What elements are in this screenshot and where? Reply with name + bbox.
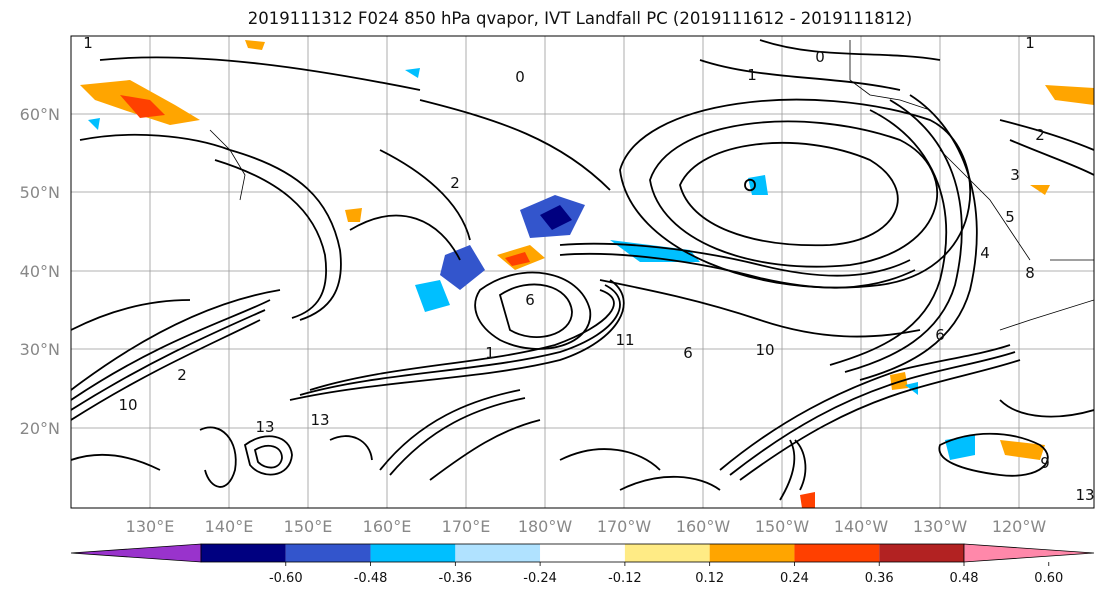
colorbar-tick-label: -0.24	[523, 571, 557, 586]
map-content	[71, 36, 1094, 508]
contour-label: 10	[755, 341, 774, 359]
map-background	[71, 36, 1094, 508]
contour-label: 2	[177, 366, 187, 384]
contour-label: 2	[450, 174, 460, 192]
contour-lines	[71, 39, 1094, 501]
colorbar-segment	[794, 544, 880, 562]
contour-label: 8	[1025, 264, 1035, 282]
colorbar-segment	[540, 544, 625, 562]
contour-label: 13	[255, 418, 274, 436]
contour-label: 0	[515, 68, 525, 86]
longitude-label: 130°W	[913, 517, 968, 536]
longitude-label: 130°E	[126, 517, 175, 536]
latitude-label: 50°N	[20, 183, 60, 202]
longitude-label: 140°E	[205, 517, 254, 536]
latitude-label: 20°N	[20, 419, 60, 438]
colorbar-tick-label: 0.48	[950, 571, 979, 586]
colorbar-segment	[709, 544, 795, 562]
longitude-label: 150°W	[755, 517, 810, 536]
longitude-label: 170°W	[597, 517, 652, 536]
longitude-label: 160°E	[363, 517, 412, 536]
colorbar-tick-label: 0.24	[780, 571, 809, 586]
colorbar-segment	[879, 544, 964, 562]
colorbar-tick-label: 0.60	[1034, 571, 1063, 586]
colorbar	[70, 543, 1095, 563]
coastlines	[209, 40, 1094, 331]
latitude-labels: 60°N 50°N 40°N 30°N 20°N	[20, 105, 60, 438]
contour-label: 1	[83, 34, 93, 52]
colorbar-extend-max	[963, 543, 1095, 563]
colorbar-segment	[624, 544, 710, 562]
latitude-label: 30°N	[20, 340, 60, 359]
colorbar-ticks: -0.60 -0.48 -0.36 -0.24 -0.12 0.12 0.24 0.36 0.4…	[269, 562, 1063, 586]
longitude-label: 120°W	[992, 517, 1047, 536]
colorbar-segment	[370, 544, 456, 562]
colorbar-segment	[455, 544, 541, 562]
contour-label: 6	[525, 291, 535, 309]
longitude-label: 160°W	[676, 517, 731, 536]
contour-label: 0	[815, 48, 825, 66]
colorbar-tick-label: -0.12	[608, 571, 642, 586]
contour-label: 3	[1010, 166, 1020, 184]
colorbar-extend-min	[70, 543, 202, 563]
contour-label: 6	[935, 326, 945, 344]
latitude-label: 40°N	[20, 262, 60, 281]
contour-label: 2	[1035, 126, 1045, 144]
contour-label: 5	[1005, 208, 1015, 226]
longitude-label: 150°E	[284, 517, 333, 536]
map-frame	[70, 35, 1095, 509]
contour-label: 11	[615, 331, 634, 349]
longitude-label: 170°E	[442, 517, 491, 536]
contour-label: 4	[980, 244, 990, 262]
contour-label: 6	[683, 344, 693, 362]
contour-label: 10	[118, 396, 137, 414]
contour-label: 1	[747, 66, 757, 84]
colorbar-tick-label: -0.36	[439, 571, 473, 586]
colorbar-tick-label: 0.12	[695, 571, 724, 586]
latitude-label: 60°N	[20, 105, 60, 124]
longitude-labels: 130°E 140°E 150°E 160°E 170°E 180°W 170°W 160°W…	[126, 517, 1047, 536]
colorbar-segment	[285, 544, 371, 562]
contour-label: 1	[485, 344, 495, 362]
contour-label: 9	[1040, 454, 1050, 472]
contour-label: 1	[1025, 34, 1035, 52]
longitude-label: 180°W	[518, 517, 573, 536]
contour-label: 13	[310, 411, 329, 429]
colorbar-tick-label: -0.48	[354, 571, 388, 586]
map-title: 2019111312 F024 850 hPa qvapor, IVT Land…	[247, 9, 913, 28]
colorbar-tick-label: 0.36	[865, 571, 894, 586]
longitude-label: 140°W	[834, 517, 889, 536]
contour-label: 13	[1075, 486, 1094, 504]
colorbar-segment	[201, 544, 286, 562]
colorbar-tick-label: -0.60	[269, 571, 303, 586]
